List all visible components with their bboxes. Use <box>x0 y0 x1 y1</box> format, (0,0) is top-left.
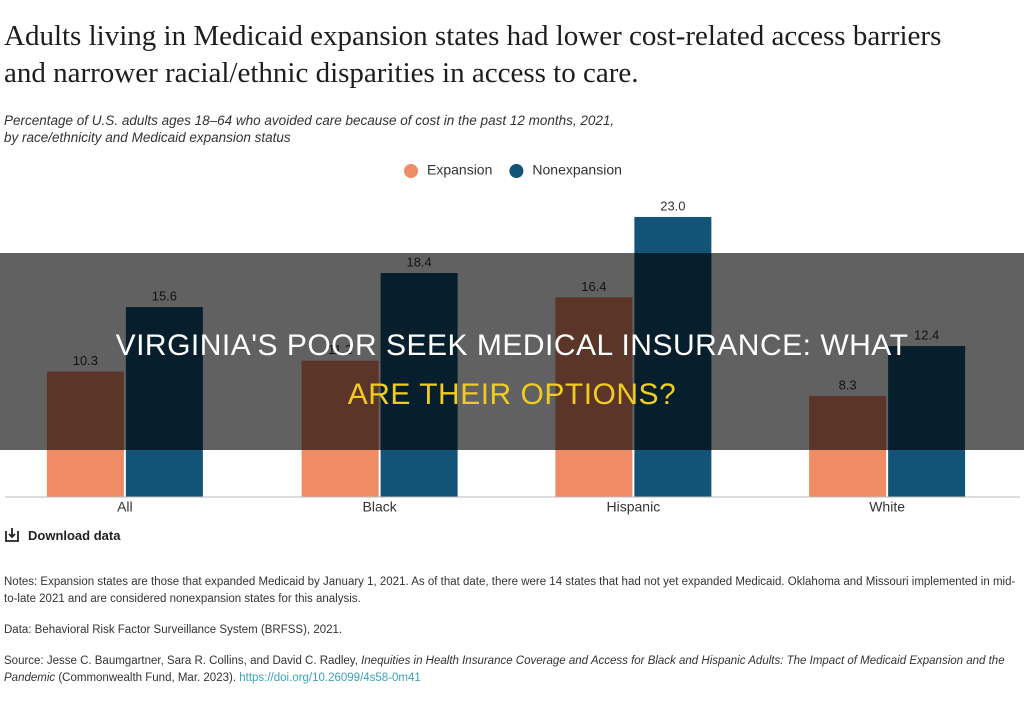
x-tick-label: Hispanic <box>607 499 661 515</box>
note: Notes: Expansion states are those that e… <box>4 576 1016 605</box>
source-text: Source: Jesse C. Baumgartner, Sara R. Co… <box>4 655 362 667</box>
title-line: and narrower racial/ethnic disparities i… <box>4 57 639 89</box>
title-line: Adults living in Medicaid expansion stat… <box>4 20 942 52</box>
data-label: 23.0 <box>660 198 685 213</box>
note: Data: Behavioral Risk Factor Surveillanc… <box>4 624 343 636</box>
overlay-title: ARE THEIR OPTIONS? <box>347 378 677 411</box>
legend-label: Expansion <box>427 162 492 178</box>
source-title: Inequities in Health Insurance Coverage … <box>4 655 1005 684</box>
chart-subtitle: Percentage of U.S. adults ages 18–64 who… <box>4 112 614 146</box>
x-tick-label: White <box>869 499 905 515</box>
subtitle-line: by race/ethnicity and Medicaid expansion… <box>4 130 291 145</box>
overlay-title: VIRGINIA'S POOR SEEK MEDICAL INSURANCE: … <box>115 329 909 362</box>
source-text: (Commonwealth Fund, Mar. 2023). <box>55 672 240 684</box>
source: Source: Jesse C. Baumgartner, Sara R. Co… <box>4 653 1019 687</box>
legend-label: Nonexpansion <box>532 162 622 178</box>
chart-title: Adults living in Medicaid expansion stat… <box>4 18 941 92</box>
source-link[interactable]: https://doi.org/10.26099/4s58-0m41 <box>239 672 421 684</box>
legend-swatch <box>404 164 418 178</box>
x-tick-label: Black <box>363 499 398 515</box>
x-tick-label: All <box>117 499 133 515</box>
download-button[interactable]: Download data <box>4 527 120 543</box>
legend-swatch <box>509 164 524 178</box>
download-label[interactable]: Download data <box>28 527 121 543</box>
download-icon <box>5 528 19 542</box>
notes: Notes: Expansion states are those that e… <box>4 574 1019 701</box>
overlay-banner: VIRGINIA'S POOR SEEK MEDICAL INSURANCE: … <box>0 253 1024 450</box>
subtitle-line: Percentage of U.S. adults ages 18–64 who… <box>4 113 615 128</box>
